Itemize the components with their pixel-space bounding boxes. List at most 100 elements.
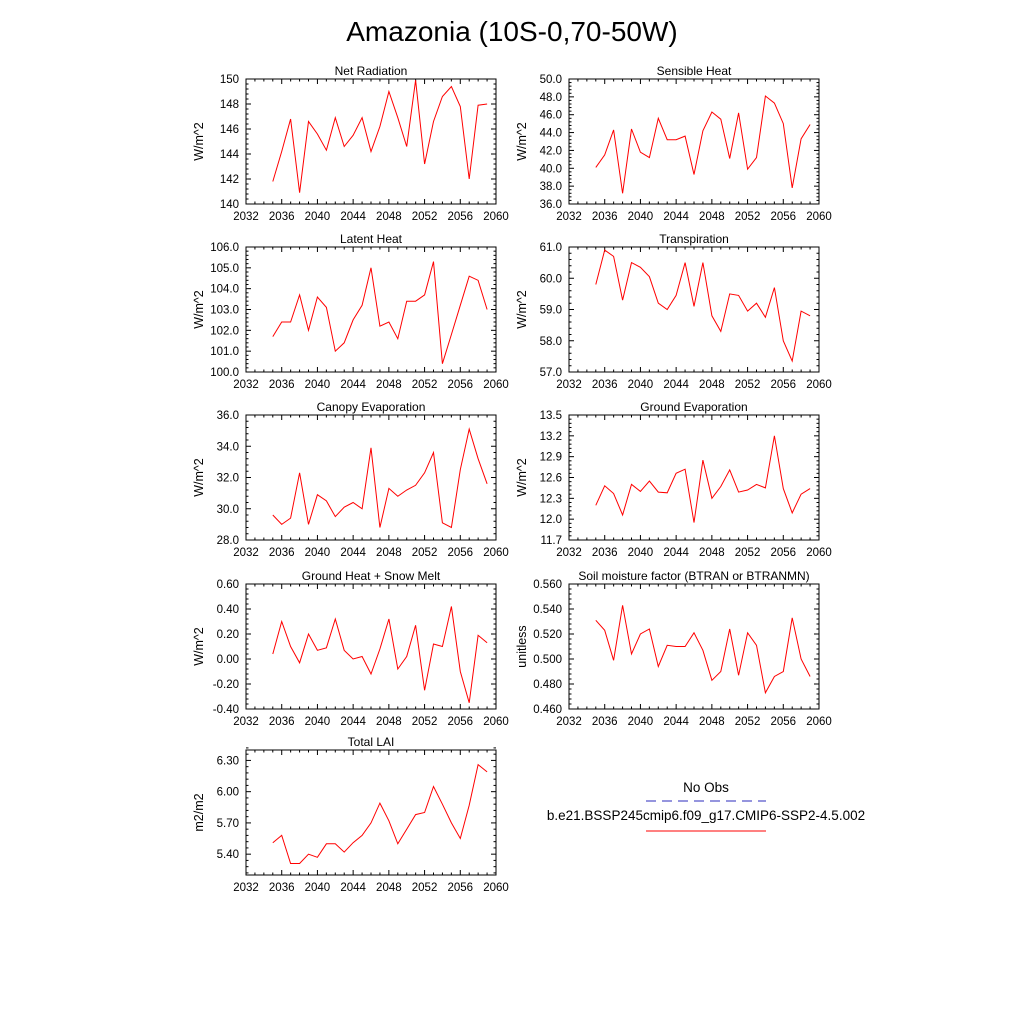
panel: Transpiration 2032 2036 2040 2044 2048 2052 205… — [515, 232, 832, 391]
y-tick-label: 34.0 — [217, 441, 239, 453]
y-tick-label: 0.20 — [217, 629, 239, 641]
series-line — [272, 427, 488, 529]
panel-title: Canopy Evaporation — [317, 400, 426, 414]
x-tick-label: 2044 — [340, 379, 366, 391]
x-tick-label: 2056 — [770, 716, 796, 728]
x-tick-label: 2048 — [376, 547, 402, 559]
series-line — [272, 763, 488, 864]
x-tick-label: 2048 — [699, 211, 725, 223]
y-tick-label: 102.0 — [210, 325, 239, 337]
y-tick-label: 36.0 — [540, 199, 562, 211]
x-tick-label: 2052 — [735, 211, 761, 223]
x-tick-label: 2056 — [447, 547, 473, 559]
x-tick-label: 2044 — [340, 882, 366, 894]
y-tick-label: 144 — [220, 149, 240, 161]
figure-title: Amazonia (10S-0,70-50W) — [346, 16, 677, 47]
x-tick-label: 2036 — [269, 211, 295, 223]
x-tick-label: 2044 — [663, 547, 689, 559]
panel-title: Transpiration — [659, 232, 729, 246]
x-tick-label: 2048 — [699, 547, 725, 559]
x-tick-label: 2036 — [269, 379, 295, 391]
x-tick-label: 2048 — [376, 716, 402, 728]
y-tick-label: 60.0 — [540, 273, 562, 285]
y-tick-label: 101.0 — [210, 346, 239, 358]
x-tick-label: 2032 — [233, 882, 259, 894]
x-tick-label: 2056 — [770, 211, 796, 223]
x-tick-label: 2032 — [556, 547, 582, 559]
y-tick-label: 5.40 — [217, 849, 239, 861]
panel: Latent Heat 2032 2036 2040 2044 2048 2052 2056 2… — [192, 232, 509, 391]
x-tick-label: 2052 — [735, 379, 761, 391]
y-tick-label: 0.480 — [533, 679, 562, 691]
panels: Net Radiation 2032 2036 2040 2044 2048 2052 205… — [192, 64, 832, 894]
x-tick-label: 2044 — [340, 547, 366, 559]
x-tick-label: 2044 — [663, 716, 689, 728]
y-tick-label: 40.0 — [540, 163, 562, 175]
y-tick-label: 59.0 — [540, 305, 562, 317]
x-tick-label: 2036 — [592, 379, 618, 391]
x-tick-label: 2040 — [305, 882, 331, 894]
x-tick-label: 2052 — [735, 547, 761, 559]
x-tick-label: 2060 — [483, 882, 509, 894]
x-tick-label: 2052 — [735, 716, 761, 728]
x-tick-label: 2060 — [806, 547, 832, 559]
x-tick-label: 2040 — [628, 547, 654, 559]
x-tick-label: 2032 — [556, 211, 582, 223]
y-axis-label: unitless — [515, 625, 529, 667]
y-axis-label: W/m^2 — [515, 458, 529, 497]
x-tick-label: 2044 — [340, 716, 366, 728]
panel: Ground Evaporation 2032 2036 2040 2044 2048 20… — [515, 400, 832, 559]
panel-title: Total LAI — [348, 735, 395, 749]
y-tick-label: 12.6 — [540, 473, 562, 485]
series-line — [595, 249, 811, 363]
x-tick-label: 2044 — [663, 379, 689, 391]
y-tick-label: -0.40 — [213, 704, 239, 716]
y-tick-label: 42.0 — [540, 145, 562, 157]
x-tick-label: 2040 — [305, 716, 331, 728]
legend: No Obs b.e21.BSSP245cmip6.f09_g17.CMIP6-… — [547, 780, 865, 832]
y-tick-label: 104.0 — [210, 284, 239, 296]
x-tick-label: 2056 — [770, 547, 796, 559]
y-tick-label: 6.30 — [217, 755, 239, 767]
x-tick-label: 2048 — [699, 379, 725, 391]
panel-title: Net Radiation — [335, 64, 408, 78]
x-tick-label: 2056 — [770, 379, 796, 391]
x-tick-label: 2040 — [628, 379, 654, 391]
panel: Total LAI 2032 2036 2040 2044 2048 2052 2056 206… — [192, 735, 509, 894]
y-tick-label: 0.500 — [533, 654, 562, 666]
y-tick-label: 44.0 — [540, 128, 562, 140]
y-axis-label: W/m^2 — [192, 458, 206, 497]
y-tick-label: 61.0 — [540, 242, 562, 254]
y-tick-label: 38.0 — [540, 181, 562, 193]
x-tick-label: 2052 — [412, 547, 438, 559]
y-tick-label: 0.00 — [217, 654, 239, 666]
x-tick-label: 2056 — [447, 379, 473, 391]
y-tick-label: 0.60 — [217, 579, 239, 591]
x-tick-label: 2056 — [447, 211, 473, 223]
x-tick-label: 2060 — [483, 716, 509, 728]
panel-title: Ground Heat + Snow Melt — [302, 569, 441, 583]
x-tick-label: 2036 — [592, 547, 618, 559]
series-line — [595, 605, 811, 695]
y-axis-label: W/m^2 — [192, 627, 206, 666]
x-tick-label: 2032 — [233, 547, 259, 559]
x-tick-label: 2052 — [412, 379, 438, 391]
series-line — [272, 606, 488, 703]
series-line — [595, 95, 811, 194]
panel: Net Radiation 2032 2036 2040 2044 2048 2052 205… — [192, 64, 509, 223]
x-tick-label: 2032 — [233, 716, 259, 728]
x-tick-label: 2036 — [269, 882, 295, 894]
panel: Ground Heat + Snow Melt 2032 2036 2040 2044 2… — [192, 569, 509, 728]
legend-model-label: b.e21.BSSP245cmip6.f09_g17.CMIP6-SSP2-4.… — [547, 808, 865, 823]
x-tick-label: 2060 — [483, 547, 509, 559]
panel: Sensible Heat 2032 2036 2040 2044 2048 2052 205… — [515, 64, 832, 223]
y-tick-label: 105.0 — [210, 263, 239, 275]
y-tick-label: 28.0 — [217, 535, 239, 547]
y-tick-label: 146 — [220, 124, 239, 136]
panel: Canopy Evaporation 2032 2036 2040 2044 2048 20… — [192, 400, 509, 559]
x-tick-label: 2056 — [447, 716, 473, 728]
y-tick-label: 0.560 — [533, 579, 562, 591]
x-tick-label: 2040 — [628, 716, 654, 728]
x-tick-label: 2048 — [376, 379, 402, 391]
